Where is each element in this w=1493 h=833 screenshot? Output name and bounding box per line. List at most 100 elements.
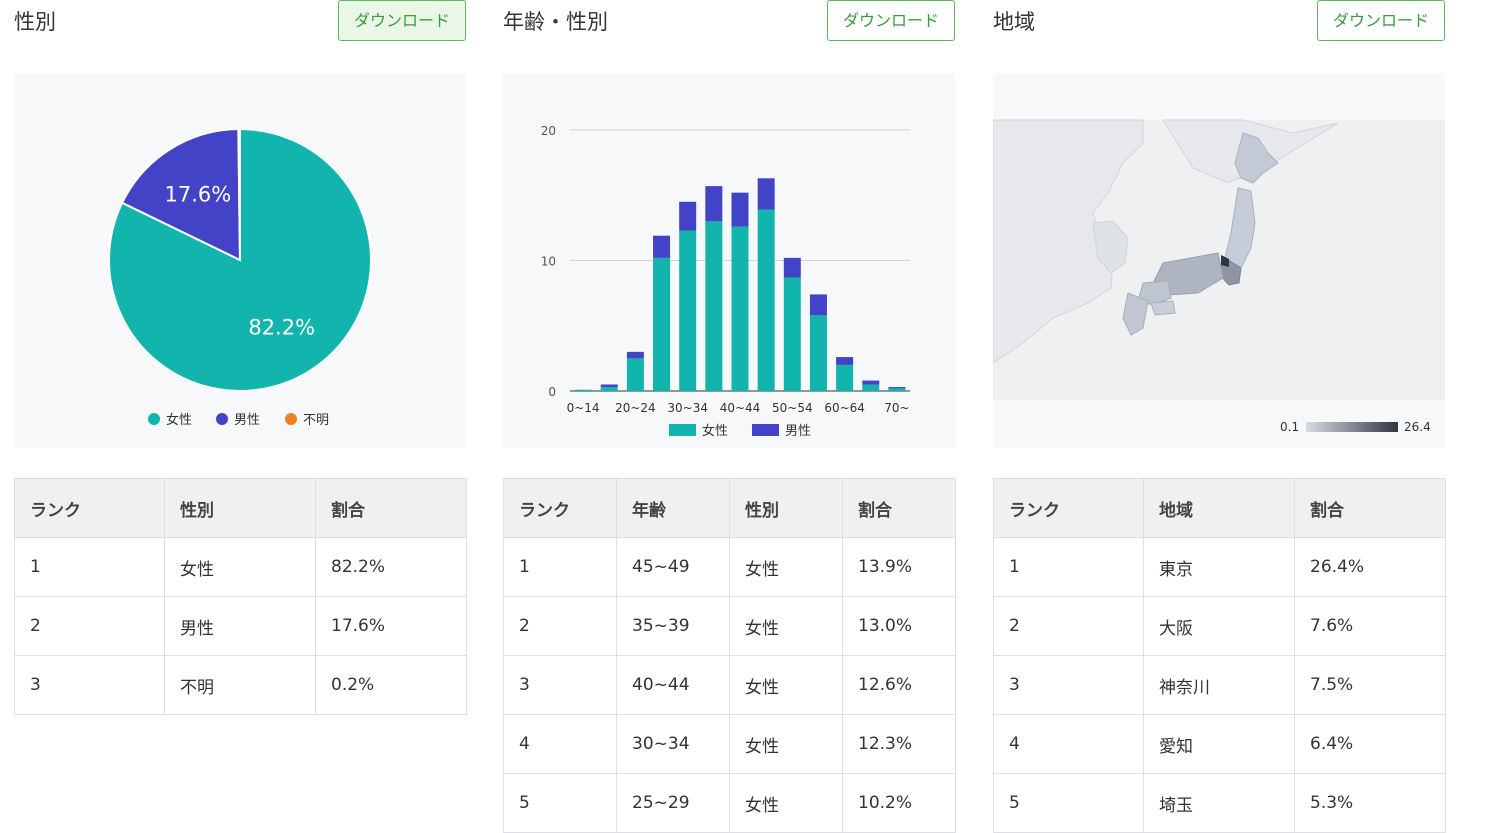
bar-segment xyxy=(574,389,592,391)
age-gender-table-row: 2 35~39 女性 13.0% xyxy=(503,596,956,656)
region-table-cell: 7.6% xyxy=(1294,596,1446,656)
y-tick-label: 10 xyxy=(541,255,556,269)
age-gender-table-cell: 2 xyxy=(503,596,617,656)
region-table-cell: 1 xyxy=(993,537,1144,597)
region-column-header: 割合 xyxy=(1294,478,1446,538)
gender-table-cell: 82.2% xyxy=(315,537,467,597)
bar-segment xyxy=(653,257,671,391)
age-gender-table-row: 1 45~49 女性 13.9% xyxy=(503,537,956,597)
age-gender-bar-svg: 0 10 20 0~14 20~24 30~34 40~44 50~54 60~64 70~ 女性 男… xyxy=(541,124,910,439)
gender-table-cell: 0.2% xyxy=(315,655,467,715)
bar-segment xyxy=(783,277,801,391)
age-gender-table-cell: 45~49 xyxy=(616,537,730,597)
gender-table: ランク 性別 割合 1 女性 82.2% 2 男性 17.6% 3 不明 0.2% xyxy=(14,478,467,715)
x-tick-label: 40~44 xyxy=(720,401,761,415)
region-download-button[interactable]: ダウンロード xyxy=(1316,0,1445,41)
age-gender-title: 年齢・性別 xyxy=(503,10,608,34)
gender-column-header: 割合 xyxy=(315,478,467,538)
age-gender-table-cell: 12.6% xyxy=(842,655,956,715)
region-map-chart: 0.1 26.4 xyxy=(993,73,1445,448)
bar-segment xyxy=(653,235,671,258)
gender-pie-svg: 82.2% 17.6% 女性 男性 不明 xyxy=(108,127,372,428)
age-gender-column-header: 年齢 xyxy=(616,478,730,538)
region-table-cell: 6.4% xyxy=(1294,714,1446,774)
age-gender-table-cell: 女性 xyxy=(729,714,843,774)
gender-table-cell: 2 xyxy=(14,596,165,656)
region-table-cell: 3 xyxy=(993,655,1144,715)
gender-download-button[interactable]: ダウンロード xyxy=(337,0,466,41)
gender-pie-chart: 82.2% 17.6% 女性 男性 不明 xyxy=(14,73,466,448)
gender-title: 性別 xyxy=(14,10,56,34)
region-header-row: ランク 地域 割合 xyxy=(993,478,1446,538)
bar-segment xyxy=(731,192,749,227)
gender-table-cell: 女性 xyxy=(164,537,316,597)
region-table-row: 3 神奈川 7.5% xyxy=(993,655,1446,715)
region-table-cell: 神奈川 xyxy=(1143,655,1295,715)
age-gender-header: 年齢・性別 ダウンロード xyxy=(503,0,955,44)
age-gender-download-button[interactable]: ダウンロード xyxy=(826,0,955,41)
bar-segment xyxy=(862,380,880,385)
gender-column-header: ランク xyxy=(14,478,165,538)
japan-map: 0.1 26.4 xyxy=(993,119,1445,434)
bar-segment xyxy=(679,230,697,391)
region-title: 地域 xyxy=(993,10,1035,34)
x-tick-label: 30~34 xyxy=(667,401,708,415)
bar-segment xyxy=(626,351,644,359)
region-table-row: 4 愛知 6.4% xyxy=(993,714,1446,774)
region-table-cell: 2 xyxy=(993,596,1144,656)
gender-table-row: 2 男性 17.6% xyxy=(14,596,467,656)
region-table-row: 2 大阪 7.6% xyxy=(993,596,1446,656)
x-tick-label: 20~24 xyxy=(615,401,656,415)
age-gender-column-header: 性別 xyxy=(729,478,843,538)
legend-marker xyxy=(148,413,160,425)
bar-segment xyxy=(836,357,854,365)
region-table: ランク 地域 割合 1 東京 26.4% 2 大阪 7.6% 3 神奈川 7.5% 4 愛知 6.4% 5 埼玉… xyxy=(993,478,1446,833)
gender-header-row: ランク 性別 割合 xyxy=(14,478,467,538)
x-tick-label: 0~14 xyxy=(567,401,600,415)
age-gender-table-cell: 1 xyxy=(503,537,617,597)
legend-label: 女性 xyxy=(702,423,728,439)
gender-table-cell: 不明 xyxy=(164,655,316,715)
gender-table-cell: 3 xyxy=(14,655,165,715)
bar-segment xyxy=(757,209,775,391)
legend-label: 男性 xyxy=(785,424,811,439)
age-gender-table: ランク 年齢 性別 割合 1 45~49 女性 13.9% 2 35~39 女性 13.0% 3 40~4… xyxy=(503,478,956,833)
age-gender-table-row: 4 30~34 女性 12.3% xyxy=(503,714,956,774)
age-gender-table-cell: 40~44 xyxy=(616,655,730,715)
age-gender-column-header: ランク xyxy=(503,478,617,538)
bar-segment xyxy=(626,358,644,391)
legend-label: 不明 xyxy=(303,413,329,428)
region-table-cell: 4 xyxy=(993,714,1144,774)
age-gender-table-cell: 25~29 xyxy=(616,773,730,833)
age-gender-table-cell: 35~39 xyxy=(616,596,730,656)
age-gender-table-cell: 10.2% xyxy=(842,773,956,833)
pie-slice xyxy=(120,127,242,262)
map-legend-max: 26.4 xyxy=(1404,420,1431,434)
gender-table-cell: 男性 xyxy=(164,596,316,656)
shikoku-region xyxy=(1150,300,1176,316)
legend-label: 男性 xyxy=(234,413,260,428)
x-tick-label: 70~ xyxy=(884,401,909,415)
legend-swatch xyxy=(669,424,696,436)
region-table-row: 5 埼玉 5.3% xyxy=(993,773,1446,833)
region-table-cell: 5.3% xyxy=(1294,773,1446,833)
age-gender-table-row: 3 40~44 女性 12.6% xyxy=(503,655,956,715)
y-tick-label: 20 xyxy=(541,124,556,138)
bar-segment xyxy=(888,388,906,391)
bar-segment xyxy=(679,201,697,231)
gender-table-row: 1 女性 82.2% xyxy=(14,537,467,597)
map-legend-min: 0.1 xyxy=(1280,420,1299,434)
age-gender-panel: 年齢・性別 ダウンロード 0 10 20 0~14 20~24 30~34 40~44 50~… xyxy=(503,0,956,833)
gender-column-header: 性別 xyxy=(164,478,316,538)
bar-segment xyxy=(809,294,827,316)
age-gender-table-cell: 5 xyxy=(503,773,617,833)
region-column-header: ランク xyxy=(993,478,1144,538)
age-gender-bar-chart: 0 10 20 0~14 20~24 30~34 40~44 50~54 60~64 70~ 女性 男… xyxy=(503,73,955,448)
legend-label: 女性 xyxy=(166,412,192,428)
region-table-cell: 26.4% xyxy=(1294,537,1446,597)
age-gender-table-cell: 女性 xyxy=(729,773,843,833)
bar-segment xyxy=(757,178,775,210)
gender-table-cell: 1 xyxy=(14,537,165,597)
region-header: 地域 ダウンロード xyxy=(993,0,1445,44)
bar-segment xyxy=(705,186,723,222)
